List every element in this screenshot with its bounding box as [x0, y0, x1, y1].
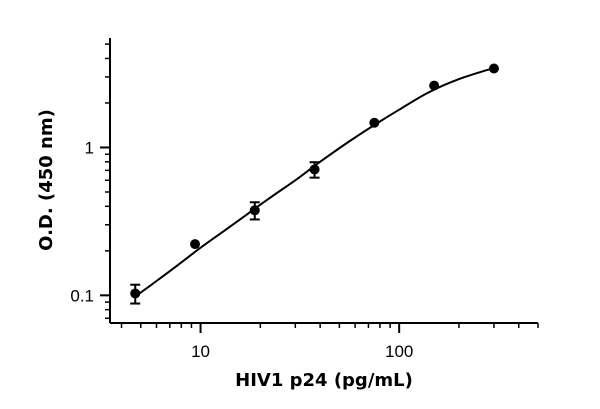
- data-point: [488, 63, 499, 74]
- y-major-ticks: 0.11: [70, 138, 110, 305]
- y-tick-label: 1: [85, 138, 94, 157]
- fit-curve: [134, 66, 495, 298]
- x-tick-label: 10: [191, 342, 210, 361]
- x-axis-title: HIV1 p24 (pg/mL): [235, 370, 413, 391]
- data-point: [249, 205, 260, 216]
- x-axis: 10 100 HIV1 p24 (pg/mL): [110, 322, 539, 391]
- data-points: [130, 63, 499, 305]
- data-point: [309, 164, 320, 175]
- data-point: [190, 239, 201, 250]
- y-axis-title: O.D. (450 nm): [36, 109, 57, 251]
- data-point: [369, 117, 380, 128]
- y-axis: 0.11 O.D. (450 nm): [36, 38, 111, 323]
- x-major-ticks: 10 100: [191, 323, 413, 361]
- data-point: [429, 80, 440, 91]
- x-minor-ticks: [120, 323, 539, 328]
- x-tick-label: 100: [385, 342, 413, 361]
- y-tick-label: 0.1: [70, 286, 94, 305]
- data-point: [130, 288, 141, 299]
